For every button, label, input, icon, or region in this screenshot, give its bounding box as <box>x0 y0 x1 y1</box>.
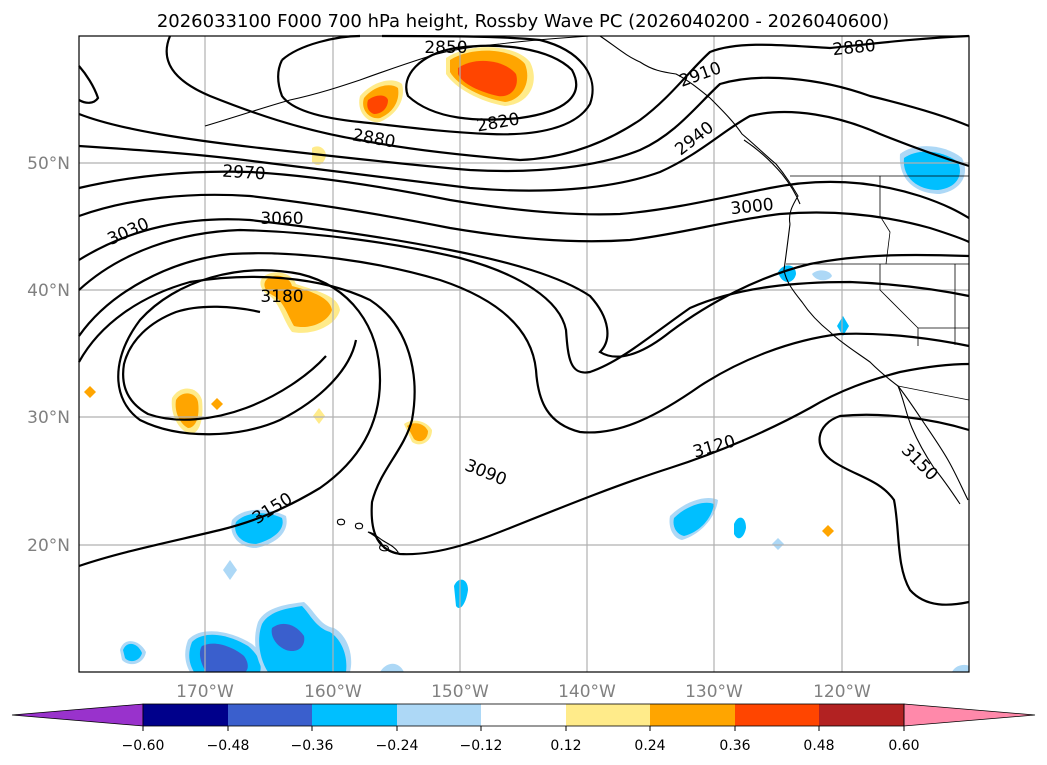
contour-3180 <box>122 305 327 421</box>
shade-positive <box>313 408 325 424</box>
shade-positive <box>264 275 332 328</box>
island-kauai <box>354 522 364 530</box>
shade-negative <box>454 579 468 609</box>
borders <box>786 175 970 401</box>
coastline-baja <box>897 385 961 505</box>
contour-2940 <box>78 110 970 192</box>
shade-positive <box>211 398 223 410</box>
contour-3000 <box>78 193 970 243</box>
contour-2970 <box>78 170 970 219</box>
contour-label-3060: 3060 <box>260 209 303 229</box>
shade-negative <box>380 663 404 672</box>
coastlines <box>204 35 969 555</box>
contour-label-2850: 2850 <box>424 38 467 58</box>
colorbar-tick-label: 0.36 <box>719 738 750 754</box>
contour-label-3180: 3180 <box>260 287 303 307</box>
colorbar-segment <box>312 704 397 726</box>
border-us-mexico <box>897 385 970 401</box>
shade-negative <box>223 560 237 580</box>
colorbar-segment <box>735 704 819 726</box>
island-oahu <box>336 518 346 526</box>
contour-2880 <box>165 34 970 162</box>
contour-2910 <box>78 76 970 173</box>
lat-label-50n: 50°N <box>27 154 70 174</box>
shade-negative <box>812 270 832 281</box>
lat-label-20n: 20°N <box>27 536 70 556</box>
coastline-us-west <box>783 223 969 501</box>
shade-negative <box>903 151 960 190</box>
contour-3120 <box>78 275 970 556</box>
map-background <box>79 36 969 672</box>
colorbar-tick-label: −0.12 <box>460 738 503 754</box>
shade-negative <box>199 643 248 672</box>
colorbar-segment <box>481 704 566 726</box>
colorbar-tick-label: 0.48 <box>803 738 834 754</box>
colorbar-segment <box>819 704 904 726</box>
contour-label-2970: 2970 <box>222 162 267 185</box>
shade-negative <box>271 623 305 652</box>
contour-label-2880: 2880 <box>832 36 877 60</box>
lon-label-140w: 140°W <box>558 682 616 702</box>
border-idaho <box>879 176 891 265</box>
lat-label-30n: 30°N <box>27 408 70 428</box>
colorbar: −0.60 −0.48 −0.36 −0.24 −0.12 0.12 0.24 … <box>11 703 1036 754</box>
shade-negative <box>673 502 714 536</box>
colorbar-tick-label: −0.48 <box>207 738 250 754</box>
lon-label-130w: 130°W <box>685 682 743 702</box>
height-contours <box>78 34 970 606</box>
shade-positive <box>458 60 517 97</box>
colorbar-tick-label: −0.24 <box>376 738 419 754</box>
coastline-alaska <box>204 35 591 127</box>
colorbar-tick-label: 0.24 <box>634 738 665 754</box>
lon-label-150w: 150°W <box>431 682 489 702</box>
lat-label-40n: 40°N <box>27 281 70 301</box>
colorbar-extend-low <box>11 703 144 727</box>
colorbar-segment <box>143 704 228 726</box>
shade-negative <box>123 643 142 662</box>
shade-positive <box>84 386 96 398</box>
map-frame <box>78 35 970 673</box>
shade-positive <box>407 423 428 442</box>
longitude-labels: 170°W 160°W 150°W 140°W 130°W 120°W <box>176 682 871 702</box>
shade-positive <box>367 95 388 114</box>
colorbar-segment <box>397 704 481 726</box>
contour-2820 <box>405 44 578 121</box>
contour-3150-east <box>818 413 970 606</box>
colorbar-tick-label: −0.60 <box>122 738 165 754</box>
shade-negative <box>734 517 746 539</box>
anomaly-shading <box>84 47 969 672</box>
lon-label-160w: 160°W <box>304 682 362 702</box>
contour-label-3000: 3000 <box>730 195 775 219</box>
lon-label-170w: 170°W <box>176 682 234 702</box>
map-panel: 2850 2880 2880 2820 2910 2940 2970 3000 … <box>78 34 970 673</box>
latitude-labels: 50°N 40°N 30°N 20°N <box>27 154 70 556</box>
contour-3060 <box>78 228 970 374</box>
colorbar-segment <box>566 704 650 726</box>
coastline-vancouver-island <box>743 139 801 205</box>
contour-3150 <box>78 269 382 568</box>
coastline-gulf-of-alaska <box>599 35 799 225</box>
colorbar-tick-label: 0.12 <box>550 738 581 754</box>
contour-3030 <box>78 218 970 358</box>
colorbar-segment <box>650 704 735 726</box>
contour-cutoff <box>78 65 100 104</box>
colorbar-segment <box>228 704 312 726</box>
colorbar-tick-label: −0.36 <box>291 738 334 754</box>
shade-negative <box>837 316 849 336</box>
gridlines <box>79 36 969 672</box>
colorbar-extend-high <box>903 703 1036 727</box>
plot-title: 2026033100 F000 700 hPa height, Rossby W… <box>157 11 889 32</box>
shade-negative <box>772 538 784 550</box>
shade-positive <box>822 525 834 537</box>
lon-label-120w: 120°W <box>813 682 871 702</box>
contour-3090 <box>78 252 970 434</box>
shade-negative <box>952 664 969 672</box>
colorbar-tick-label: 0.60 <box>888 738 919 754</box>
colorbar-frame <box>142 703 905 727</box>
